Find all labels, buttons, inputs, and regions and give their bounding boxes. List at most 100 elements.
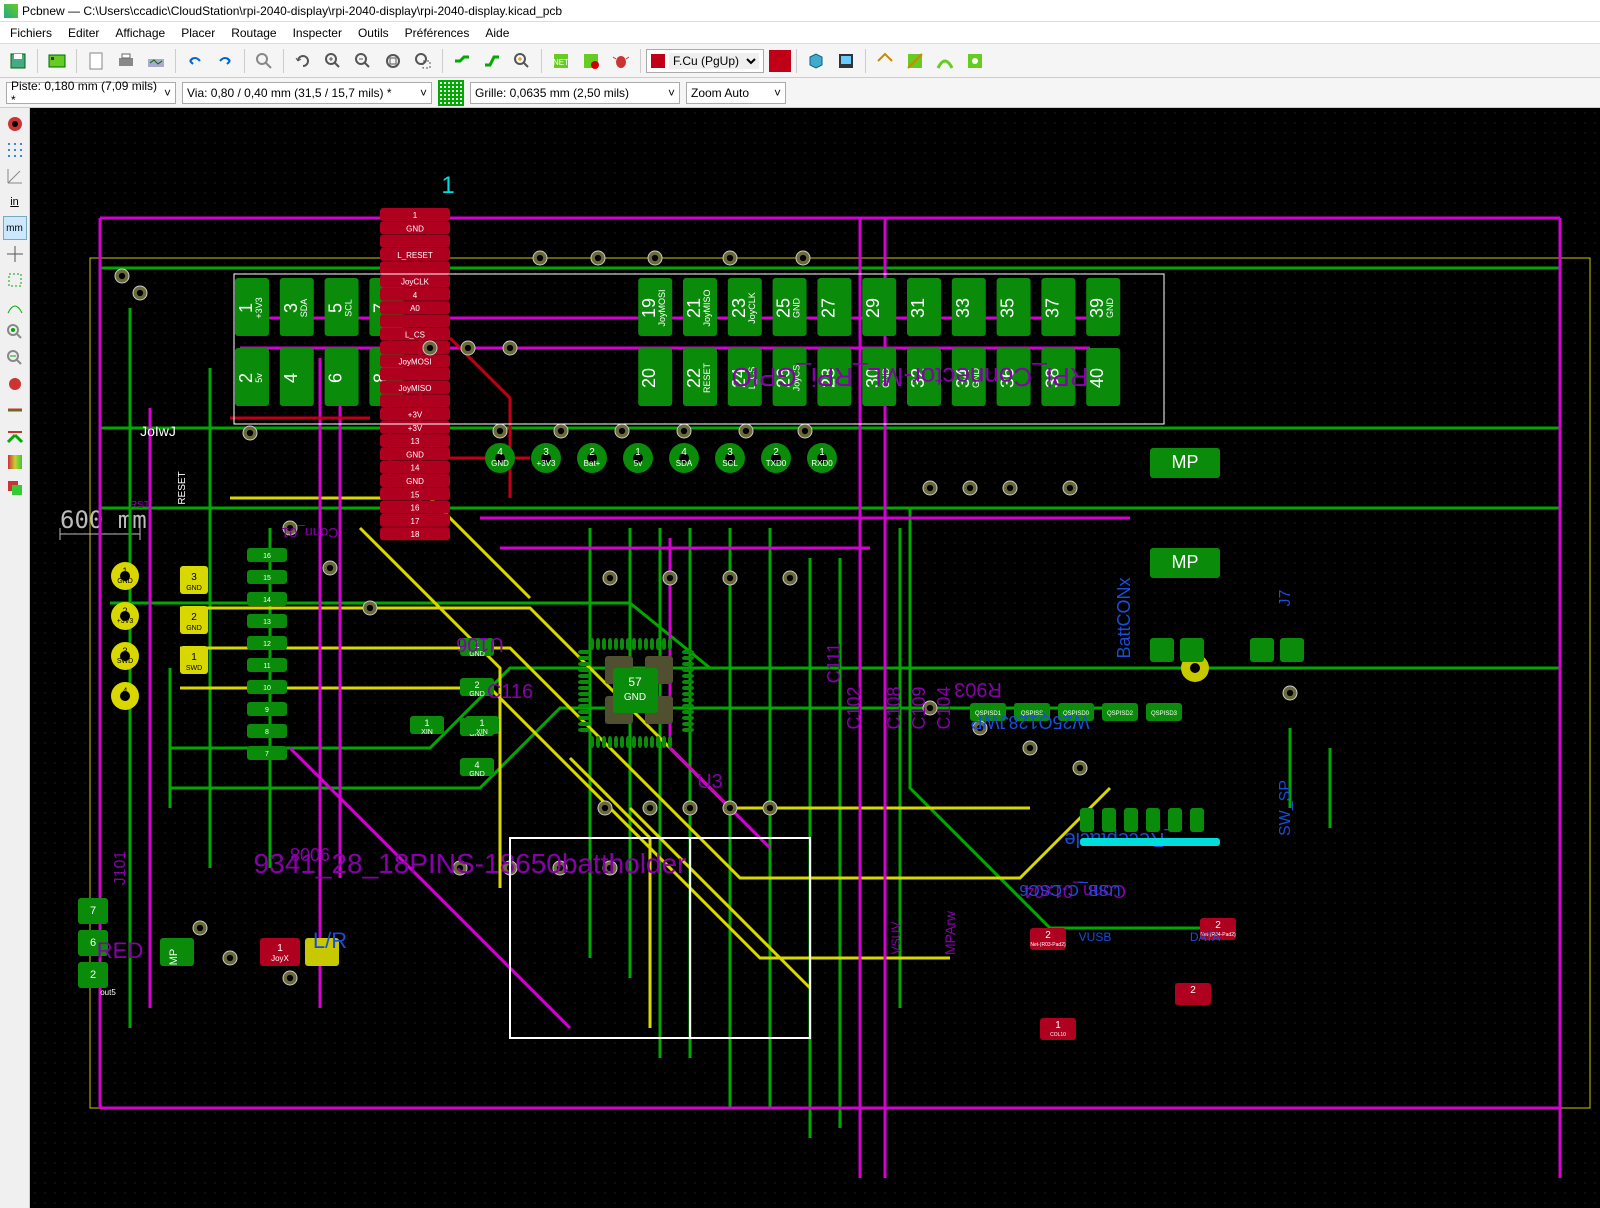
routing-button[interactable] (448, 47, 476, 75)
svg-text:4: 4 (413, 291, 418, 300)
svg-text:7: 7 (265, 751, 269, 758)
units-in-icon[interactable]: in (3, 190, 27, 214)
svg-text:SWD: SWD (186, 665, 202, 672)
svg-text:MP: MP (168, 949, 180, 966)
svg-text:USB_C-CSC6: USB_C-CSC6 (1019, 881, 1120, 898)
zone-display-icon[interactable] (3, 320, 27, 344)
drc-toggle-icon[interactable] (3, 112, 27, 136)
svg-text:U3: U3 (697, 771, 723, 793)
svg-text:5v: 5v (634, 459, 642, 468)
svg-text:JoyCLK: JoyCLK (747, 292, 757, 324)
routing-alt-button[interactable] (478, 47, 506, 75)
svg-text:2: 2 (474, 680, 479, 690)
ratsnest-curved-icon[interactable] (3, 294, 27, 318)
zoom-selection-button[interactable] (409, 47, 437, 75)
svg-text:35: 35 (998, 298, 1018, 318)
svg-text:JoyMOSI: JoyMOSI (657, 289, 667, 326)
menu-affichage[interactable]: Affichage (107, 24, 173, 42)
menu-outils[interactable]: Outils (350, 24, 397, 42)
svg-text:GND: GND (624, 692, 646, 703)
net-inspector-button[interactable]: NET (547, 47, 575, 75)
print-button[interactable] (112, 47, 140, 75)
tool-hatch4[interactable] (961, 47, 989, 75)
svg-text:40: 40 (1087, 368, 1107, 388)
svg-text:17: 17 (411, 517, 420, 526)
svg-text:GND: GND (1105, 298, 1115, 319)
svg-text:2: 2 (1190, 985, 1196, 996)
svg-text:SDA: SDA (299, 299, 309, 318)
svg-text:+3V3: +3V3 (537, 459, 556, 468)
ratsnest-toggle-icon[interactable] (3, 268, 27, 292)
via-fill-icon[interactable] (3, 398, 27, 422)
left-toolbar: in mm (0, 108, 30, 1208)
zoom-selector[interactable]: Zoom Auto˅ (686, 82, 786, 104)
svg-text:14: 14 (263, 597, 271, 604)
svg-text:2: 2 (236, 373, 256, 383)
zoom-fit-button[interactable] (379, 47, 407, 75)
find-button[interactable] (250, 47, 278, 75)
contrast-icon[interactable] (3, 450, 27, 474)
svg-text:RED: RED (97, 938, 143, 963)
track-fill-icon[interactable] (3, 424, 27, 448)
plot-button[interactable] (142, 47, 170, 75)
auto-track-width-button[interactable] (438, 80, 464, 106)
svg-text:2: 2 (773, 447, 779, 458)
page-setup-button[interactable] (82, 47, 110, 75)
board-setup-button[interactable] (43, 47, 71, 75)
svg-text:57: 57 (628, 675, 642, 689)
ratsnest-button[interactable] (508, 47, 536, 75)
menu-placer[interactable]: Placer (173, 24, 223, 42)
drc-button[interactable] (577, 47, 605, 75)
grid-dots-icon[interactable] (3, 138, 27, 162)
svg-text:J7: J7 (1277, 589, 1294, 606)
grid-selector[interactable]: Grille: 0,0635 mm (2,50 mils)˅ (470, 82, 680, 104)
cursor-shape-icon[interactable] (3, 242, 27, 266)
bug-icon[interactable] (607, 47, 635, 75)
refresh-button[interactable] (289, 47, 317, 75)
via-size-selector[interactable]: Via: 0,80 / 0,40 mm (31,5 / 15,7 mils) *… (182, 82, 432, 104)
menu-fichiers[interactable]: Fichiers (2, 24, 60, 42)
layers-manager-icon[interactable] (3, 476, 27, 500)
svg-text:GND: GND (469, 771, 485, 778)
svg-text:C111: C111 (824, 643, 844, 683)
menu-routage[interactable]: Routage (223, 24, 284, 42)
app-icon (4, 4, 18, 18)
zoom-in-button[interactable] (319, 47, 347, 75)
svg-text:GND: GND (406, 477, 424, 486)
svg-text:SCL: SCL (344, 299, 354, 317)
svg-text:XIN: XIN (421, 729, 433, 736)
layer-selector[interactable]: F.Cu (PgUp) (646, 49, 764, 73)
svg-text:6: 6 (326, 373, 346, 383)
zone-outline-icon[interactable] (3, 346, 27, 370)
svg-text:RESET: RESET (702, 362, 712, 393)
save-button[interactable] (4, 47, 32, 75)
3d-viewer-button[interactable] (802, 47, 830, 75)
pcb-canvas[interactable]: 600 mm (30, 108, 1600, 1208)
svg-text:GND: GND (186, 625, 202, 632)
menu-inspecter[interactable]: Inspecter (285, 24, 350, 42)
svg-text:9008: 9008 (290, 844, 330, 864)
tool-hatch3[interactable] (931, 47, 959, 75)
menu-preferences[interactable]: Préférences (397, 24, 478, 42)
undo-button[interactable] (181, 47, 209, 75)
menu-editer[interactable]: Editer (60, 24, 107, 42)
layer-dropdown[interactable]: F.Cu (PgUp) (669, 53, 759, 69)
units-mm-icon[interactable]: mm (3, 216, 27, 240)
zoom-out-button[interactable] (349, 47, 377, 75)
menu-aide[interactable]: Aide (477, 24, 517, 42)
tool-hatch2[interactable] (901, 47, 929, 75)
pad-fill-icon[interactable] (3, 372, 27, 396)
svg-text:W25Q128JWP: W25Q128JWP (970, 712, 1089, 732)
svg-text:JoyMOSI: JoyMOSI (399, 357, 432, 366)
svg-text:C102: C102 (844, 686, 864, 729)
tool-hatch1[interactable] (871, 47, 899, 75)
polar-icon[interactable] (3, 164, 27, 188)
layer-pair-button[interactable] (769, 50, 791, 72)
svg-text:out5: out5 (100, 988, 116, 997)
svg-text:3: 3 (727, 447, 733, 458)
scripting-button[interactable] (832, 47, 860, 75)
track-width-selector[interactable]: Piste: 0,180 mm (7,09 mils) *˅ (6, 82, 176, 104)
redo-button[interactable] (211, 47, 239, 75)
svg-text:L_CS: L_CS (405, 331, 425, 340)
svg-text:XIN: XIN (476, 729, 488, 736)
